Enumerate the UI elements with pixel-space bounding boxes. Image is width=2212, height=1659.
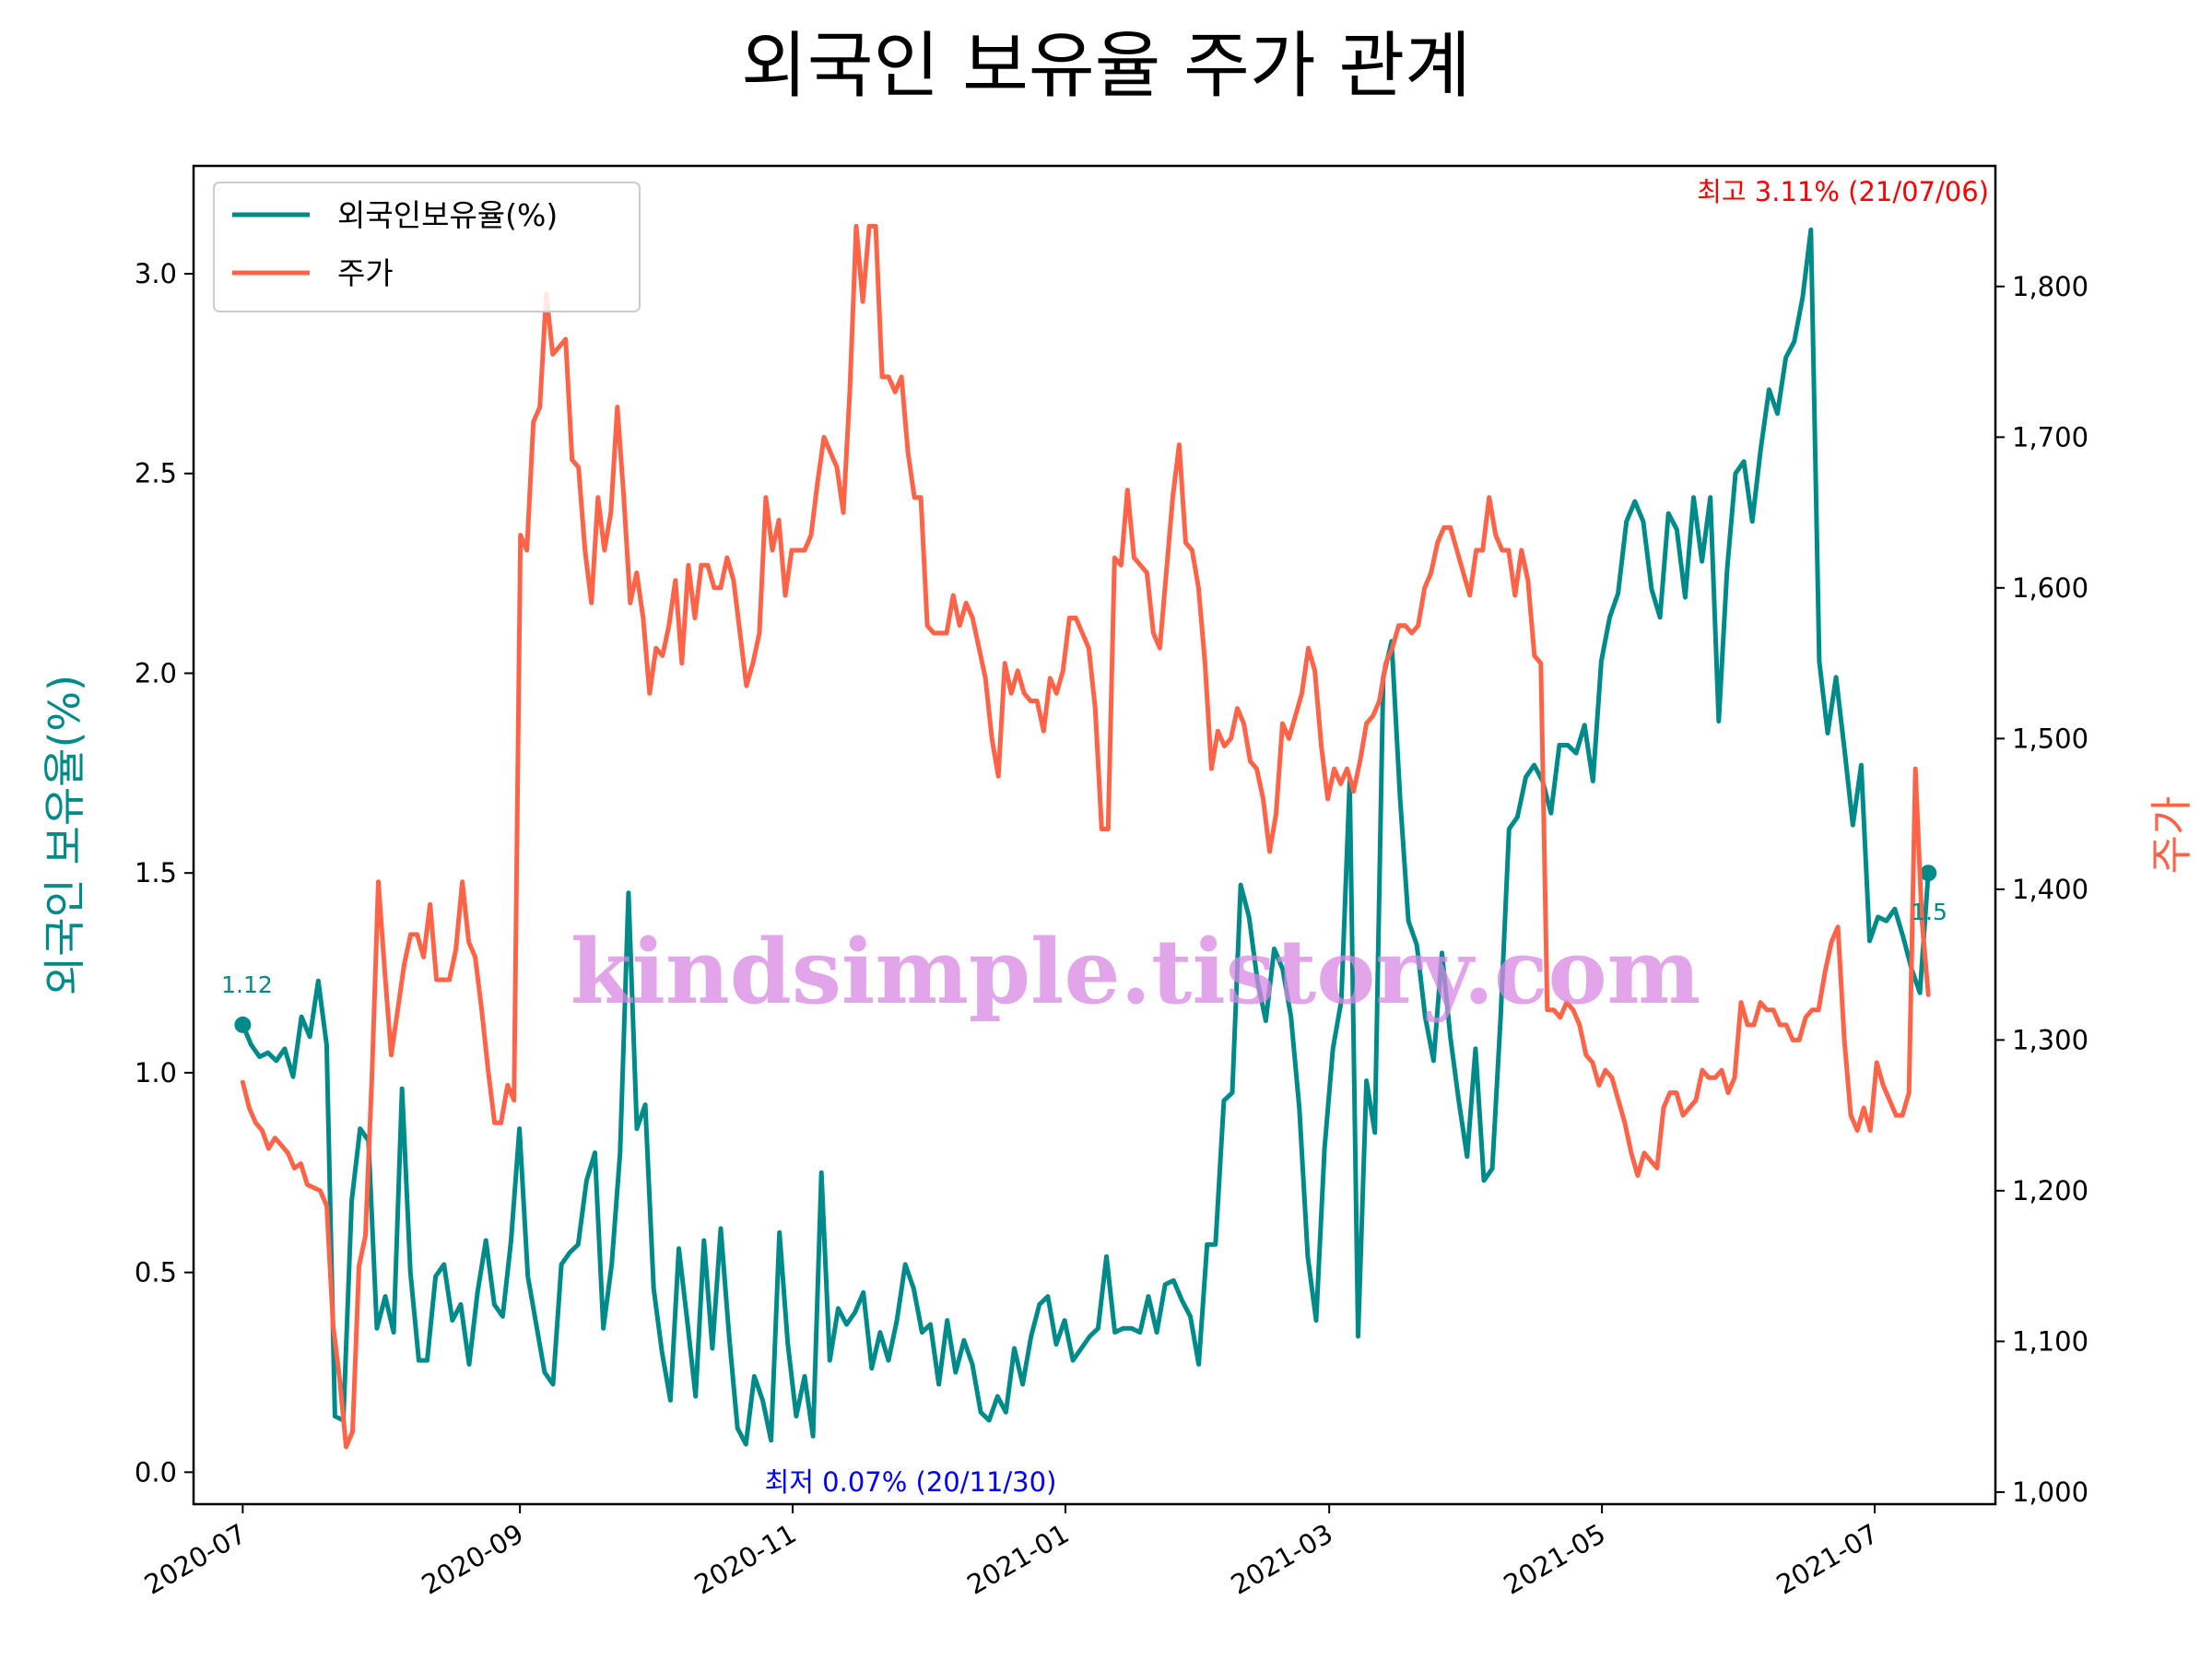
watermark-text: kindsimple.tistory.com [571, 920, 1700, 1024]
right-tick-label: 1,600 [2012, 572, 2088, 604]
x-tick-label: 2020-07 [139, 1518, 252, 1601]
right-tick-label: 1,000 [2012, 1477, 2088, 1508]
min-annotation: 최저 0.07% (20/11/30) [765, 1466, 1057, 1498]
right-axis-ticks: 1,000 1,100 1,200 1,300 1,400 1,500 1,600 1,700… [1995, 271, 2088, 1508]
x-tick-label: 2021-03 [1226, 1518, 1338, 1601]
left-tick-label: 1.5 [135, 857, 177, 888]
x-tick-label: 2021-05 [1499, 1518, 1611, 1601]
right-tick-label: 1,100 [2012, 1325, 2088, 1357]
start-value-label: 1.12 [221, 971, 273, 998]
legend-box [213, 182, 641, 312]
right-tick-label: 1,300 [2012, 1024, 2088, 1055]
x-tick-label: 2021-07 [1771, 1518, 1884, 1601]
left-tick-label: 3.0 [135, 258, 177, 289]
plot-frame [192, 164, 1997, 1506]
x-axis-ticks: 2020-07 2020-09 2020-11 2021-01 2021-03 2021-… [139, 1504, 1884, 1601]
left-axis-label: 외국인 보유율(%) [40, 675, 89, 995]
right-tick-label: 1,500 [2012, 723, 2088, 754]
max-annotation: 최고 3.11% (21/07/06) [1697, 176, 1989, 207]
series-line-stock-price [240, 223, 1931, 1450]
right-axis-label: 주가 [2147, 796, 2196, 875]
left-axis-ticks: 0.0 0.5 1.0 1.5 2.0 2.5 3.0 [135, 258, 194, 1488]
right-tick-label: 1,800 [2012, 271, 2088, 302]
end-point-marker [1920, 865, 1937, 882]
start-point-marker [234, 1016, 252, 1033]
series-stock-price-group [240, 223, 1931, 1450]
series-line-foreign-ownership [240, 227, 1931, 1447]
x-tick-label: 2021-01 [962, 1518, 1075, 1601]
right-tick-label: 1,400 [2012, 874, 2088, 905]
legend-label-stock-price: 주가 [337, 255, 394, 291]
right-tick-label: 1,700 [2012, 421, 2088, 453]
x-tick-label: 2020-09 [417, 1518, 529, 1601]
left-tick-label: 1.0 [135, 1057, 177, 1088]
left-tick-label: 2.0 [135, 657, 177, 688]
legend-label-foreign-ownership: 외국인보유율(%) [337, 197, 558, 233]
end-value-label: 1.5 [1911, 899, 1947, 925]
chart-title: 외국인 보유율 주가 관계 [741, 25, 1471, 108]
legend: 외국인보유율(%) 주가 [213, 182, 641, 312]
left-tick-label: 0.5 [135, 1257, 177, 1288]
series-foreign-ownership-group [234, 227, 1937, 1447]
left-tick-label: 2.5 [135, 458, 177, 489]
left-tick-label: 0.0 [135, 1456, 177, 1488]
x-tick-label: 2020-11 [689, 1518, 802, 1601]
right-tick-label: 1,200 [2012, 1175, 2088, 1206]
